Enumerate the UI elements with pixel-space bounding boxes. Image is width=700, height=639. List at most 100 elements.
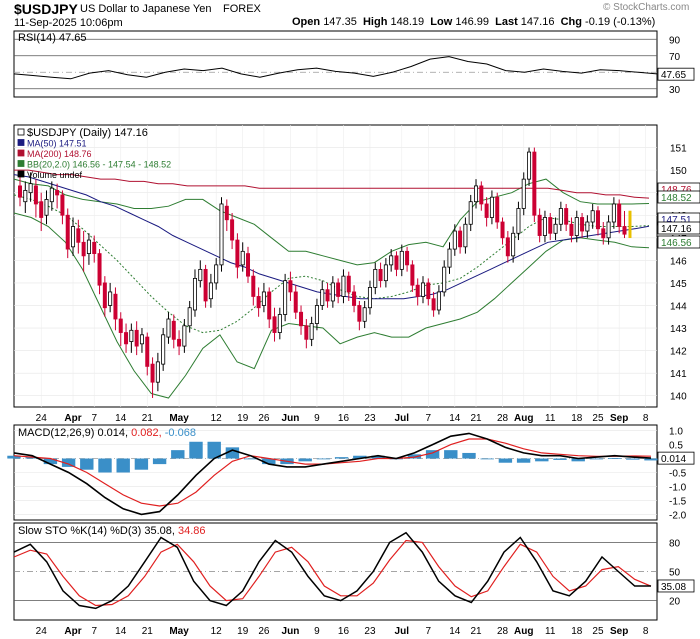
candle-body [367,287,372,309]
macd-histogram-bar [207,441,221,459]
sto-xaxis-label: Sep [610,626,628,637]
macd-histogram-bar [626,458,640,460]
candle-body [214,264,219,284]
macd-histogram-bar [7,455,21,459]
price-xaxis-label: 8 [643,413,649,424]
candle-body [309,323,314,340]
candle-body [92,241,97,254]
price-tick-label: 141 [670,369,687,380]
candle-body [378,268,383,282]
open-label: Open [292,16,321,28]
price-xaxis-label: 28 [497,413,509,424]
candle-body [65,214,70,250]
candle-body [325,289,330,302]
candle-body [590,210,595,223]
candle-body [293,291,298,313]
candle-body [447,248,452,268]
legend-volume-swatch [17,170,25,178]
sto-xaxis-label: 8 [643,626,649,637]
price-tick-label: 146 [670,256,687,267]
price-xaxis-label: 26 [258,413,270,424]
candle-body [86,239,91,254]
candle-body [500,221,505,239]
candle-body [219,203,224,266]
candle-body [542,217,547,236]
candle-body [261,291,266,306]
candle-body [118,318,123,333]
macd-histogram-bar [425,450,440,459]
sto-xaxis-label: 14 [115,626,127,637]
candle-body [97,253,102,286]
candle-body [521,178,526,209]
candle-body [468,201,473,225]
quote-bar: Open 147.35 High 148.19 Low 146.99 Last … [292,16,655,28]
price-value-tag: 147.51 [661,215,692,226]
candle-body [352,291,357,306]
macd-histogram-bar [25,457,39,459]
candle-body [558,208,563,225]
legend-ma200-swatch [17,149,25,157]
last-value: 147.16 [520,16,555,28]
candle-body [251,275,256,297]
candle-body [246,253,251,277]
candle-body [527,151,532,180]
candle-body [155,361,160,383]
candle-body [277,314,282,333]
candle-body [299,311,304,327]
price-value-tag: 146.56 [661,238,692,249]
candle-body [192,278,197,311]
candle-body [28,183,33,194]
candle-body [71,226,76,248]
sto-legend: Slow STO %K(14) %D(3) 35.08, 34.86 [18,525,206,537]
candle-body [76,228,81,243]
price-xaxis-label: 21 [470,413,482,424]
price-tick-label: 142 [670,347,687,358]
sto-xaxis-label: 14 [449,626,461,637]
candle-body [606,221,611,239]
price-xaxis-label: 18 [571,413,583,424]
macd-tick-label: -0.5 [669,469,687,480]
price-xaxis-label: Jul [395,413,410,424]
candle-body [489,196,494,218]
price-xaxis-label: 21 [142,413,154,424]
sto-xaxis-label: 18 [571,626,583,637]
price-xaxis-label: 14 [449,413,461,424]
candle-body [235,239,240,268]
bb-upper-line [13,178,650,266]
candle-body [532,151,537,216]
macd-histogram-bar [462,452,476,459]
candle-body [208,282,213,300]
candle-body [44,199,49,216]
candle-body [622,226,627,235]
stockcharts-watermark: © StockCharts.com [603,2,690,13]
macd-histogram-bar [98,458,112,473]
price-tick-label: 143 [670,324,687,335]
price-tick-label: 145 [670,279,687,290]
macd-histogram-bar [571,458,585,462]
candle-body [373,268,378,288]
candle-body [55,190,60,196]
price-tick-label: 151 [670,144,687,155]
candle-body [436,291,441,311]
price-value-tag: 147.16 [661,224,692,235]
macd-histogram-bar [298,458,312,462]
sto-xaxis-label: 28 [497,626,509,637]
macd-legend-signal: 0.082, [131,427,165,439]
candle-body [479,185,484,205]
legend-ma50: MA(50) 147.51 [27,139,87,149]
macd-histogram-bar [607,457,622,459]
candle-body [182,325,187,347]
macd-histogram-bar [134,458,149,470]
rsi-last-value-label-box [657,67,695,81]
candle-body [23,190,28,203]
macd-histogram-bar [80,458,94,470]
candle-body [108,291,113,306]
rsi-panel [13,30,658,98]
macd-histogram-bar [116,458,130,473]
candle-body [420,282,425,297]
candle-body [346,275,351,293]
macd-histogram-bar [407,454,422,459]
candle-body [187,307,192,327]
price-xaxis-label: 16 [338,413,350,424]
